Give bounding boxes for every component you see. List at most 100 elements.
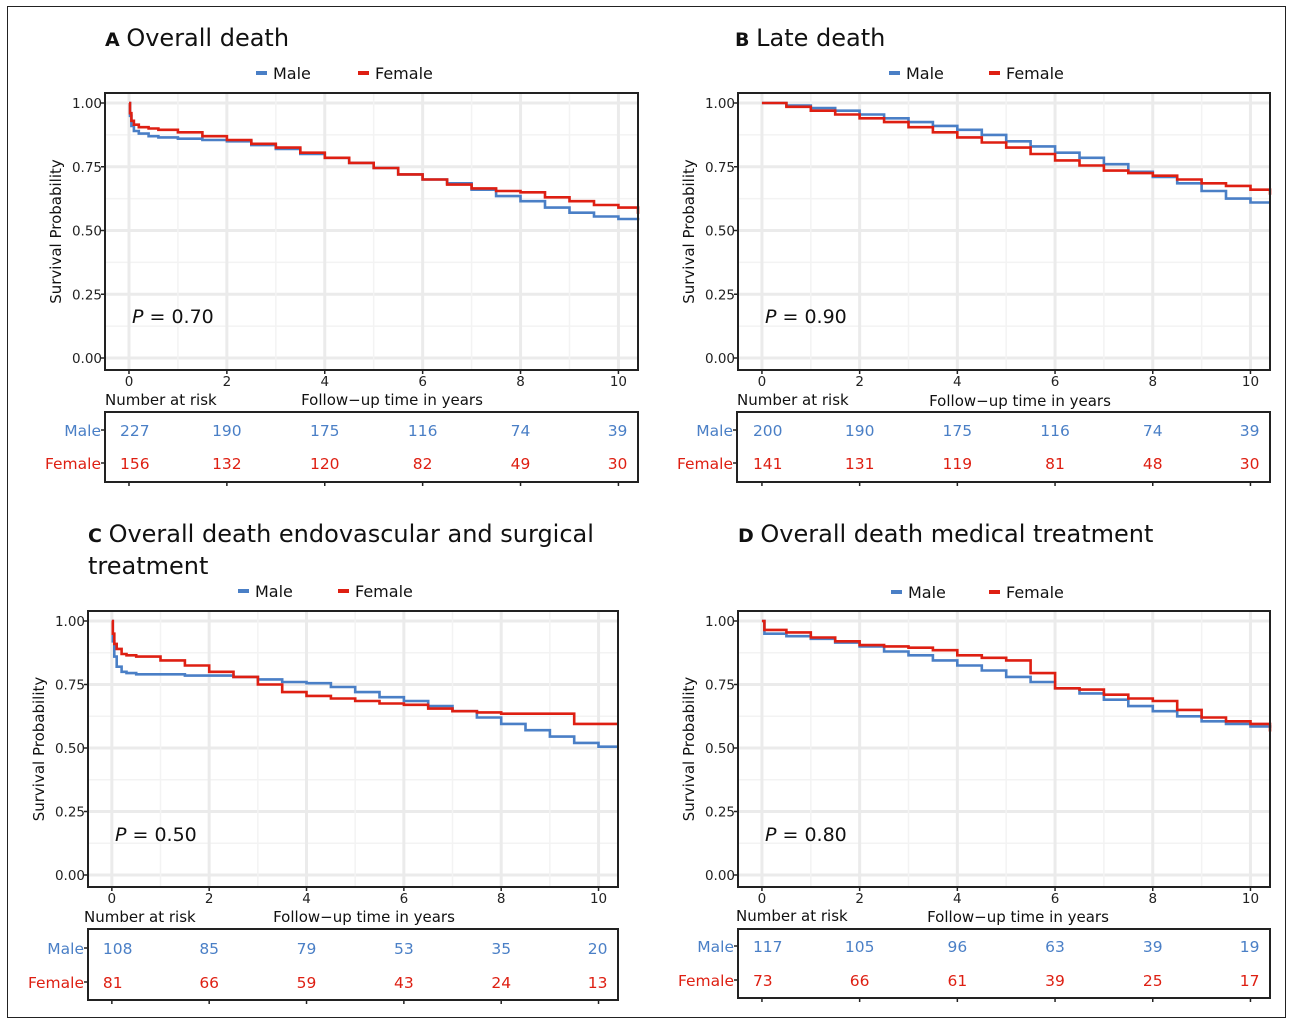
risk-table-title: Number at risk (84, 908, 196, 926)
x-tick-label: 10 (590, 891, 607, 907)
risk-value-male: 85 (199, 940, 219, 958)
risk-row-label-male: Male (47, 940, 84, 958)
y-tick-label: 0.25 (72, 287, 102, 303)
x-tick-label: 4 (953, 374, 962, 390)
risk-value-male: 53 (394, 940, 414, 958)
risk-table-title: Number at risk (736, 907, 848, 925)
risk-table-border (737, 928, 1271, 999)
risk-value-female: 59 (297, 974, 317, 992)
x-tick-label: 4 (320, 374, 329, 390)
risk-table-border (736, 411, 1271, 483)
legend: Male Female (891, 583, 1064, 602)
x-tick-label: 0 (108, 891, 117, 907)
y-tick-label: 0.00 (705, 351, 735, 367)
panel-title: A Overall death (105, 24, 289, 52)
risk-table-title: Number at risk (105, 391, 217, 409)
x-axis-label: Follow−up time in years (929, 392, 1111, 410)
risk-value-male: 116 (1040, 422, 1070, 440)
risk-table-border (87, 928, 619, 1001)
risk-row-label-female: Female (678, 972, 734, 990)
risk-value-female: 25 (1143, 972, 1163, 990)
risk-value-male: 108 (103, 940, 133, 958)
x-tick-label: 2 (855, 891, 864, 907)
series-line-male (761, 101, 1270, 204)
risk-row-label-female: Female (45, 455, 101, 473)
y-tick-label: 0.25 (705, 805, 735, 821)
y-tick-label: 0.25 (705, 287, 735, 303)
risk-value-female: 132 (212, 455, 242, 473)
y-tick-label: 0.00 (72, 351, 102, 367)
p-value: P = 0.90 (765, 306, 847, 328)
plot-border (87, 610, 619, 888)
series-line-male (111, 619, 618, 748)
grid (738, 93, 1270, 370)
y-tick-label: 0.50 (705, 224, 735, 240)
risk-value-male: 19 (1240, 938, 1260, 956)
risk-value-female: 30 (608, 455, 628, 473)
chart-panel-c: C Overall death endovascular and surgica… (28, 520, 619, 1004)
chart-panel-a: A Overall death Male Female 0.00 0.25 0.50 0.7… (45, 24, 640, 486)
panel-letter: C (88, 525, 109, 547)
y-tick-label: 0.75 (705, 160, 735, 176)
risk-value-female: 119 (943, 455, 973, 473)
panel-letter: A (105, 29, 126, 51)
risk-value-female: 81 (103, 974, 123, 992)
risk-value-male: 74 (1143, 422, 1163, 440)
x-axis-label: Follow−up time in years (301, 391, 483, 409)
risk-value-male: 105 (845, 938, 875, 956)
y-tick-label: 0.75 (705, 678, 735, 694)
x-tick-label: 8 (497, 891, 506, 907)
risk-value-male: 227 (120, 422, 150, 440)
x-tick-label: 6 (1051, 891, 1060, 907)
x-tick-label: 0 (758, 374, 767, 390)
x-tick-label: 2 (223, 374, 232, 390)
risk-value-male: 39 (1240, 422, 1260, 440)
panel-letter: D (738, 525, 760, 547)
legend-label-male: Male (908, 583, 946, 602)
risk-row-label-male: Male (696, 422, 733, 440)
x-tick-label: 10 (610, 374, 627, 390)
y-tick-label: 0.50 (55, 741, 85, 757)
risk-value-male: 117 (753, 938, 783, 956)
p-value: P = 0.70 (132, 306, 214, 328)
panel-title: C Overall death endovascular and surgica… (88, 520, 594, 580)
risk-table-border (104, 411, 639, 483)
risk-value-female: 24 (491, 974, 511, 992)
risk-value-male: 175 (310, 422, 340, 440)
risk-value-male: 190 (212, 422, 242, 440)
legend-label-male: Male (906, 64, 944, 83)
risk-value-female: 81 (1045, 455, 1065, 473)
risk-value-female: 43 (394, 974, 414, 992)
risk-value-female: 39 (1045, 972, 1065, 990)
x-tick-label: 6 (1051, 374, 1060, 390)
chart-panel-d: D Overall death medical treatment Male Fem… (678, 520, 1272, 1002)
p-value: P = 0.80 (765, 824, 847, 846)
plot-border (104, 92, 639, 371)
series-line-male (761, 619, 1272, 728)
risk-value-male: 175 (943, 422, 973, 440)
x-tick-label: 8 (1148, 891, 1157, 907)
y-tick-label: 0.50 (72, 224, 102, 240)
series-line-male (128, 101, 640, 221)
x-tick-label: 10 (1242, 374, 1259, 390)
risk-value-female: 141 (753, 455, 783, 473)
x-axis-label: Follow−up time in years (273, 908, 455, 926)
plot-border (737, 92, 1271, 371)
y-tick-label: 0.50 (705, 741, 735, 757)
x-tick-label: 10 (1242, 891, 1259, 907)
x-axis-label: Follow−up time in years (927, 908, 1109, 926)
legend: Male Female (256, 64, 433, 83)
panel-letter: B (735, 29, 756, 51)
x-tick-label: 8 (1148, 374, 1157, 390)
x-tick-label: 4 (302, 891, 311, 907)
risk-value-female: 48 (1143, 455, 1163, 473)
legend-label-female: Female (1006, 64, 1064, 83)
risk-row-label-female: Female (28, 974, 84, 992)
series-line-female (128, 101, 640, 214)
risk-value-male: 74 (511, 422, 531, 440)
y-axis-label: Survival Probability (680, 677, 698, 822)
risk-value-female: 156 (120, 455, 150, 473)
risk-value-male: 79 (297, 940, 317, 958)
risk-value-male: 190 (845, 422, 875, 440)
x-tick-label: 6 (418, 374, 427, 390)
